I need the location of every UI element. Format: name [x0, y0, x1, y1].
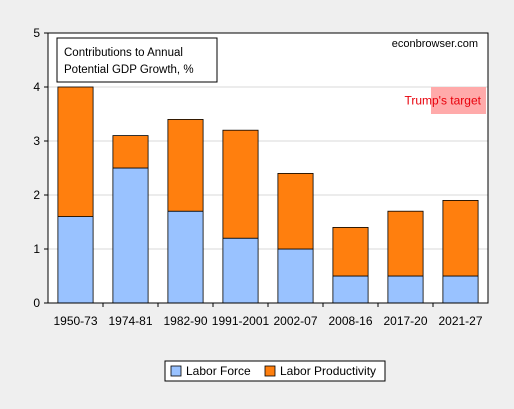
- bar-labor-force-1950-73: [57, 216, 94, 304]
- bar-labor-force-1982-90: [167, 210, 204, 304]
- y-tick-label: 4: [33, 80, 40, 94]
- y-tick-label: 5: [33, 26, 40, 40]
- x-tick-label: 1974-81: [108, 314, 152, 328]
- legend-label-labor-productivity: Labor Productivity: [280, 364, 376, 378]
- x-tick-label: 2017-20: [383, 314, 427, 328]
- annotation-line-1: Contributions to Annual: [64, 47, 183, 59]
- bar-labor-productivity-2017-20: [387, 210, 424, 277]
- y-tick-label: 3: [33, 134, 40, 148]
- x-tick-label: 1950-73: [53, 314, 97, 328]
- legend-swatch-labor-productivity: [264, 365, 276, 377]
- bar-labor-productivity-2008-16: [332, 226, 369, 277]
- x-tick-label: 1991-2001: [212, 314, 270, 328]
- legend-swatch-labor-force: [170, 365, 182, 377]
- bar-labor-productivity-1974-81: [112, 135, 149, 169]
- y-tick-label: 2: [33, 188, 40, 202]
- x-tick-label: 2008-16: [328, 314, 372, 328]
- bar-labor-force-2021-27: [442, 275, 479, 304]
- bars-group: [57, 86, 479, 304]
- bar-labor-productivity-1950-73: [57, 86, 94, 218]
- annotation-line-2: Potential GDP Growth, %: [64, 64, 194, 76]
- bar-labor-productivity-2002-07: [277, 172, 314, 250]
- target-band-label: Trump's target: [404, 94, 481, 108]
- y-tick-label: 1: [33, 242, 40, 256]
- target-band-rect: [431, 87, 486, 114]
- annotation-frame: [56, 37, 218, 83]
- bar-labor-force-2008-16: [332, 275, 369, 304]
- bar-labor-force-1991-2001: [222, 237, 259, 304]
- bar-labor-force-2002-07: [277, 248, 314, 304]
- y-axis: 0 1 2 3 4 5: [33, 26, 48, 310]
- bar-labor-force-1974-81: [112, 167, 149, 304]
- y-tick-label: 0: [33, 296, 40, 310]
- bar-labor-force-2017-20: [387, 275, 424, 304]
- source-label: econbrowser.com: [392, 38, 478, 50]
- bar-labor-productivity-1982-90: [167, 119, 204, 212]
- bar-labor-productivity-2021-27: [442, 199, 479, 277]
- x-tick-label: 2021-27: [438, 314, 482, 328]
- x-axis: 1950-73 1974-81 1982-90 1991-2001 2002-07 200…: [53, 303, 483, 328]
- bar-labor-productivity-1991-2001: [222, 129, 259, 239]
- target-band: Trump's target: [404, 87, 486, 114]
- x-tick-label: 1982-90: [163, 314, 207, 328]
- x-tick-label: 2002-07: [273, 314, 317, 328]
- legend-label-labor-force: Labor Force: [186, 364, 251, 378]
- annotation-box: Contributions to Annual Potential GDP Gr…: [56, 37, 218, 83]
- legend: Labor Force Labor Productivity: [164, 360, 386, 382]
